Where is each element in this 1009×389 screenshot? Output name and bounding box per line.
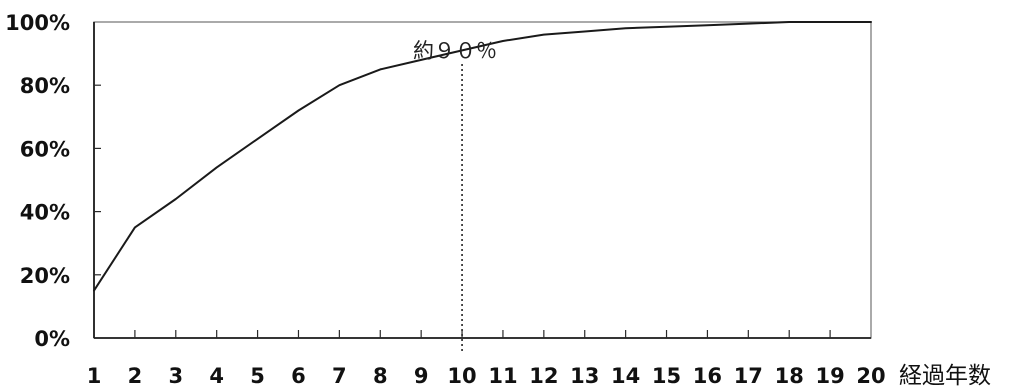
y-tick-label-100: 100% <box>5 11 70 35</box>
data-point-15 <box>665 25 669 29</box>
y-tick-label-60: 60% <box>20 137 70 161</box>
x-axis-tick-labels: 1 2 3 4 5 6 7 8 9 10 11 12 13 14 15 16 17 18 19 20 <box>87 364 886 388</box>
data-point-1 <box>92 289 96 293</box>
x-tick-label-10: 10 <box>447 364 476 388</box>
data-point-20 <box>869 20 873 24</box>
y-tick-label-0: 0% <box>34 327 70 351</box>
data-point-12 <box>542 33 546 37</box>
data-point-14 <box>624 26 628 30</box>
x-tick-label-8: 8 <box>373 364 388 388</box>
data-point-17 <box>746 22 750 26</box>
x-tick-label-16: 16 <box>693 364 722 388</box>
x-axis-ticks <box>134 330 831 338</box>
y-tick-label-20: 20% <box>20 264 70 288</box>
x-tick-label-19: 19 <box>815 364 844 388</box>
x-tick-label-4: 4 <box>209 364 224 388</box>
y-tick-label-80: 80% <box>20 74 70 98</box>
data-point-13 <box>583 29 587 33</box>
x-tick-label-17: 17 <box>734 364 763 388</box>
data-point-8 <box>378 67 382 71</box>
data-point-2 <box>133 225 137 229</box>
x-tick-label-11: 11 <box>488 364 517 388</box>
data-point-19 <box>828 20 832 24</box>
x-tick-label-9: 9 <box>414 364 429 388</box>
y-tick-label-40: 40% <box>20 201 70 225</box>
annotation-label: 約９０％ <box>413 39 497 63</box>
x-tick-label-2: 2 <box>128 364 143 388</box>
x-tick-label-18: 18 <box>775 364 804 388</box>
data-point-6 <box>296 108 300 112</box>
x-tick-label-5: 5 <box>250 364 265 388</box>
data-point-18 <box>787 20 791 24</box>
y-axis-ticks <box>94 84 101 276</box>
x-tick-label-7: 7 <box>332 364 347 388</box>
plot-area <box>93 21 872 339</box>
x-tick-label-13: 13 <box>570 364 599 388</box>
x-tick-label-15: 15 <box>652 364 681 388</box>
x-tick-label-20: 20 <box>856 364 885 388</box>
cumulative-series-line <box>93 21 872 292</box>
data-point-5 <box>256 137 260 141</box>
x-tick-label-3: 3 <box>168 364 183 388</box>
data-point-16 <box>705 23 709 27</box>
data-point-3 <box>174 197 178 201</box>
data-point-4 <box>215 165 219 169</box>
x-tick-label-12: 12 <box>529 364 558 388</box>
x-axis-title: 経過年数 <box>899 363 991 389</box>
x-tick-label-14: 14 <box>611 364 640 388</box>
data-point-7 <box>337 83 341 87</box>
data-point-11 <box>501 39 505 43</box>
x-tick-label-6: 6 <box>291 364 306 388</box>
x-tick-label-1: 1 <box>87 364 102 388</box>
y-axis-tick-labels: 0% 20% 40% 60% 80% 100% <box>5 11 70 351</box>
